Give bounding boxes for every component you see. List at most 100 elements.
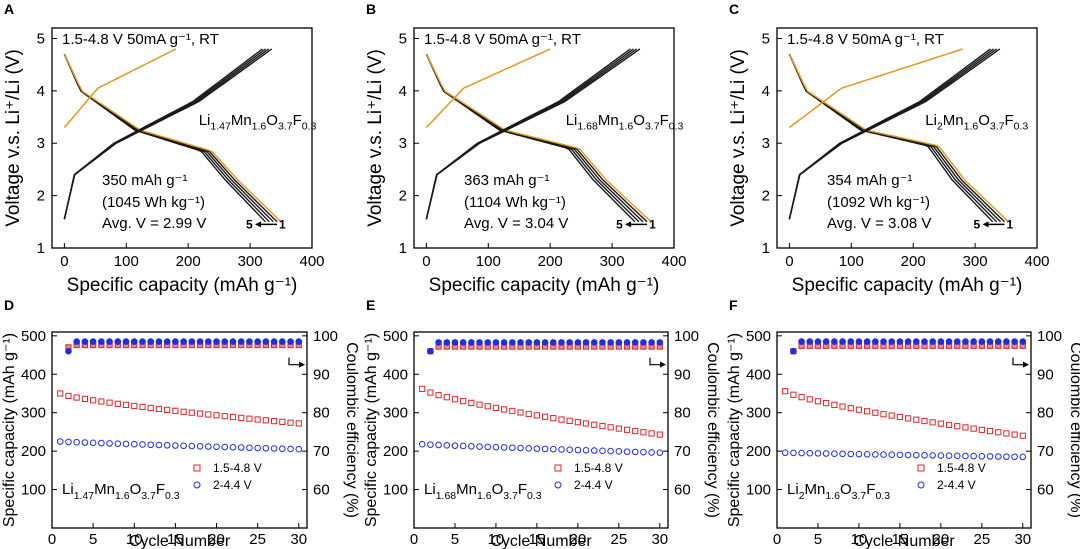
- x-axis-title: Specific capacity (mAh g⁻¹): [792, 275, 1023, 296]
- capacity-point: [468, 399, 475, 407]
- capacity-point: [270, 445, 278, 452]
- y-tick-label: 1: [37, 240, 45, 257]
- x-tick-label: 30: [651, 531, 668, 548]
- capacity-point: [872, 409, 879, 416]
- capacity-point: [962, 424, 969, 431]
- first-charge-curve: [63, 48, 177, 129]
- first-charge-curve: [788, 48, 963, 129]
- ce-point: [822, 338, 830, 345]
- capacity-point: [517, 444, 524, 452]
- capacity-point: [1019, 453, 1027, 461]
- ce-point: [912, 338, 920, 345]
- ce-point: [953, 338, 961, 345]
- ce-point: [921, 338, 928, 345]
- ce-point: [623, 339, 631, 346]
- ce-point: [962, 338, 969, 345]
- x-tick-label: 5: [814, 531, 822, 548]
- legend-marker-blue: [193, 481, 201, 489]
- y-axis-title: Voltage v.s. Li⁺/Li (V): [365, 49, 386, 227]
- capacity-point: [238, 414, 245, 421]
- ce-point: [254, 338, 261, 345]
- y-tick-label: 300: [21, 405, 46, 422]
- ce-point: [994, 338, 1002, 345]
- capacity-point: [541, 445, 549, 453]
- ce-point: [262, 338, 270, 345]
- capacity-point: [418, 440, 426, 448]
- ce-point: [114, 338, 122, 345]
- ce-point: [81, 338, 89, 345]
- y2-axis-title: Coulombic efficiency (%): [704, 342, 721, 518]
- capacity-point: [929, 452, 936, 459]
- capacity-point: [607, 447, 614, 455]
- ce-point: [839, 338, 846, 345]
- plot-frame: [413, 27, 675, 249]
- legend-label: 2-4.4 V: [574, 478, 613, 492]
- legend-label: 2-4.4 V: [937, 478, 976, 492]
- capacity-point: [164, 406, 171, 414]
- x-tick-label: 0: [60, 253, 68, 270]
- y2-tick-label: 100: [674, 328, 699, 345]
- legend-marker-red: [554, 464, 562, 472]
- y-tick-label: 100: [21, 482, 46, 499]
- capacity-point: [582, 446, 590, 454]
- capacity-point: [913, 416, 920, 423]
- capacity-point: [435, 441, 442, 449]
- capacity-point: [122, 440, 130, 448]
- x-tick-label: 200: [901, 253, 926, 270]
- capacity-point: [806, 449, 814, 457]
- capacity-point: [615, 425, 622, 432]
- capacity-point: [929, 419, 936, 426]
- x-tick-label: 300: [963, 253, 988, 270]
- capacity-point: [468, 442, 475, 450]
- avg-voltage-label: Avg. V = 3.08 V: [827, 215, 931, 232]
- capacity-point: [435, 391, 442, 399]
- capacity-point: [814, 450, 822, 457]
- capacity-point: [533, 445, 541, 452]
- capacity-point: [798, 394, 805, 401]
- capacity-point: [81, 439, 89, 446]
- capacity-point: [287, 419, 294, 426]
- capacity-point: [246, 444, 253, 452]
- capacity-point: [56, 438, 64, 445]
- material-formula: Li2Mn1.6O3.7F0.3: [787, 481, 890, 502]
- capacity-point: [204, 443, 212, 450]
- capacity-point: [1019, 432, 1026, 439]
- capacity-point: [904, 451, 912, 459]
- ce-point: [648, 339, 655, 346]
- ce-point: [155, 338, 163, 345]
- ce-point: [106, 338, 113, 345]
- capacity-point: [1011, 453, 1018, 461]
- ce-point: [888, 338, 896, 345]
- y2-axis-title: Coulombic efficiency (%): [1067, 342, 1080, 518]
- capacity-point: [213, 443, 220, 451]
- capacity-point: [541, 413, 549, 420]
- ce-point: [814, 338, 822, 345]
- capacity-point: [196, 410, 204, 417]
- energy-label: (1092 Wh kg⁻¹): [827, 194, 930, 211]
- ce-point: [590, 339, 598, 346]
- capacity-point: [279, 445, 286, 453]
- capacity-point: [632, 427, 639, 435]
- y2-tick-label: 90: [674, 366, 691, 383]
- capacity-point: [188, 409, 195, 416]
- panel-letter: C: [729, 1, 739, 17]
- capacity-point: [566, 417, 573, 424]
- capacity-point: [476, 401, 483, 408]
- capacity-point: [823, 400, 830, 407]
- capacity-point: [615, 448, 623, 455]
- ce-point: [806, 338, 814, 345]
- legend-marker-red: [193, 464, 201, 472]
- ce-point: [130, 338, 138, 345]
- condition-label: 1.5-4.8 V 50mA g⁻¹, RT: [62, 31, 219, 48]
- capacity-point: [443, 394, 450, 401]
- capacity-point: [970, 452, 977, 460]
- y-tick-label: 300: [383, 405, 408, 422]
- capacity-point: [114, 440, 122, 447]
- ce-point: [615, 339, 623, 346]
- y-tick-label: 500: [383, 328, 408, 345]
- capacity-point: [130, 440, 138, 448]
- x-axis-title: Specific capacity (mAh g⁻¹): [429, 275, 660, 296]
- ce-point: [122, 338, 130, 345]
- panel-D: 0 5 10 15 20 25 30 100 200 300 400 500 60 70 80 90 100 Cy…: [1, 328, 360, 549]
- ce-point: [855, 338, 863, 345]
